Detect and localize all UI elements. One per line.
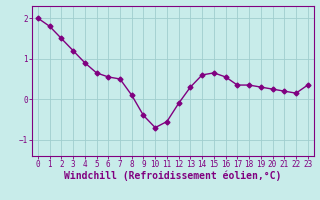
X-axis label: Windchill (Refroidissement éolien,°C): Windchill (Refroidissement éolien,°C): [64, 171, 282, 181]
